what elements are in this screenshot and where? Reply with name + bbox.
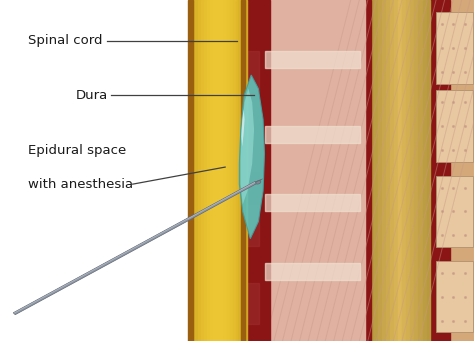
Bar	[207, 0, 210, 341]
Bar	[450, 0, 474, 341]
Bar	[386, 0, 390, 341]
Bar	[427, 0, 450, 341]
Bar	[243, 51, 259, 92]
Polygon shape	[241, 109, 245, 147]
Ellipse shape	[256, 181, 261, 184]
Bar	[244, 0, 247, 341]
Bar	[221, 0, 224, 341]
Bar	[265, 51, 360, 68]
Bar	[243, 283, 259, 324]
Bar	[224, 0, 227, 341]
Polygon shape	[255, 179, 263, 183]
Text: with anesthesia: with anesthesia	[28, 178, 134, 191]
Bar	[390, 0, 394, 341]
Bar	[406, 0, 410, 341]
Bar	[241, 0, 244, 341]
Text: Dura: Dura	[76, 89, 108, 102]
Bar	[243, 130, 259, 170]
Bar	[188, 0, 193, 341]
Bar	[265, 194, 360, 211]
Bar	[374, 0, 378, 341]
Bar	[241, 0, 245, 341]
Bar	[363, 0, 371, 341]
Bar	[243, 205, 259, 246]
Text: Spinal cord: Spinal cord	[28, 34, 103, 47]
Bar	[394, 0, 398, 341]
Bar	[204, 0, 207, 341]
Bar	[370, 0, 374, 341]
FancyBboxPatch shape	[436, 12, 473, 84]
Polygon shape	[13, 181, 257, 315]
FancyBboxPatch shape	[436, 261, 473, 332]
Bar	[242, 0, 270, 341]
Bar	[230, 0, 233, 341]
Polygon shape	[239, 75, 264, 239]
Bar	[378, 0, 382, 341]
Bar	[236, 0, 238, 341]
Bar	[382, 0, 386, 341]
Bar	[210, 0, 212, 341]
Bar	[419, 0, 422, 341]
Bar	[212, 0, 215, 341]
Bar	[265, 0, 365, 341]
Bar	[192, 0, 195, 341]
FancyBboxPatch shape	[436, 176, 473, 247]
Bar	[238, 0, 241, 341]
Bar	[195, 0, 198, 341]
Polygon shape	[13, 182, 256, 313]
Bar	[398, 0, 402, 341]
Bar	[201, 0, 204, 341]
Bar	[190, 0, 192, 341]
Bar	[427, 0, 430, 341]
Bar	[414, 0, 418, 341]
Bar	[227, 0, 230, 341]
Bar	[265, 263, 360, 280]
Bar	[410, 0, 414, 341]
FancyBboxPatch shape	[436, 90, 473, 162]
Text: Epidural space: Epidural space	[28, 144, 127, 157]
Bar	[215, 0, 218, 341]
Polygon shape	[241, 89, 254, 205]
Bar	[198, 0, 201, 341]
Bar	[265, 126, 360, 143]
Bar	[422, 0, 426, 341]
Bar	[233, 0, 236, 341]
Bar	[219, 0, 221, 341]
Bar	[402, 0, 406, 341]
